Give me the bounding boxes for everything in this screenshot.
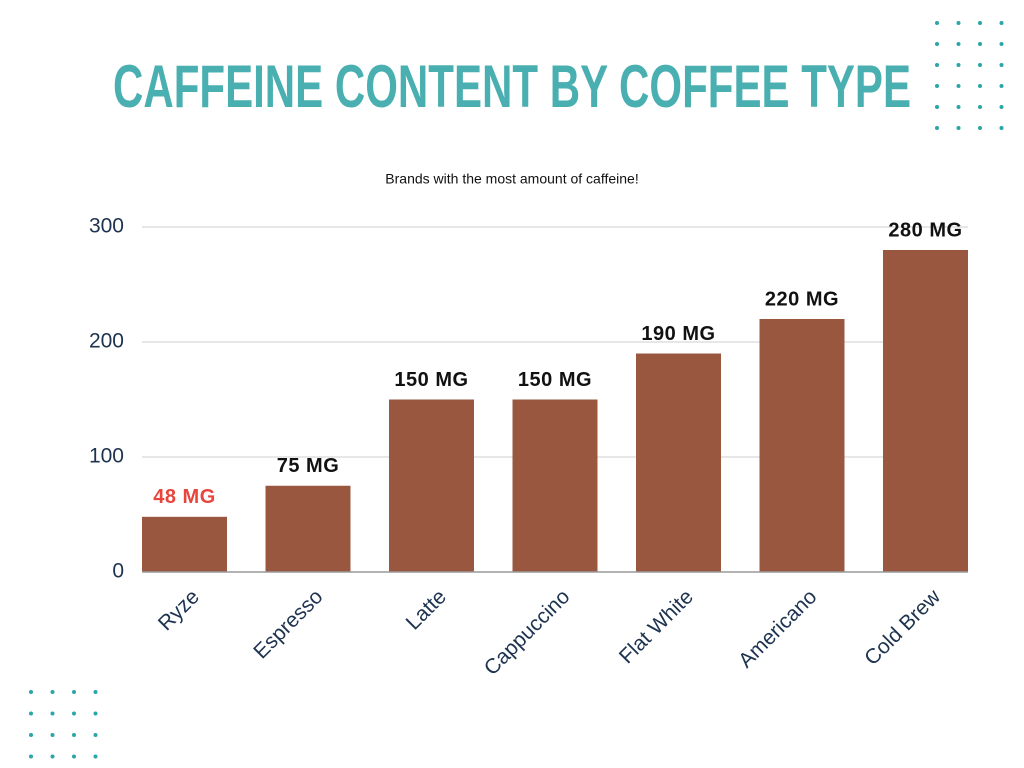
y-tick-label: 0 xyxy=(112,560,124,583)
x-tick-label: Cold Brew xyxy=(860,585,945,670)
x-tick-label: Espresso xyxy=(249,585,327,663)
dot-grid xyxy=(926,12,1012,138)
y-tick-label: 100 xyxy=(89,445,124,468)
x-tick-label: Latte xyxy=(402,585,451,634)
value-label: 150 MG xyxy=(394,369,468,391)
value-label: 150 MG xyxy=(518,369,592,391)
x-tick-label: Ryze xyxy=(154,585,204,635)
x-tick-label: Flat White xyxy=(615,585,698,668)
y-tick-label: 200 xyxy=(89,330,124,353)
bar xyxy=(636,353,721,572)
chart-subtitle: Brands with the most amount of caffeine! xyxy=(385,171,638,187)
x-tick-label: Americano xyxy=(734,585,821,672)
y-tick-label: 300 xyxy=(89,215,124,238)
value-label: 280 MG xyxy=(888,219,962,241)
value-label: 220 MG xyxy=(765,288,839,310)
bar xyxy=(883,250,968,572)
value-label: 190 MG xyxy=(641,323,715,345)
bar xyxy=(265,485,351,572)
chart-title: CAFFEINE CONTENT BY COFFEE TYPE xyxy=(113,53,911,120)
bar xyxy=(759,319,845,572)
x-tick-label: Cappuccino xyxy=(480,585,575,680)
bar xyxy=(512,399,598,572)
value-label: 75 MG xyxy=(277,455,340,477)
bar xyxy=(389,399,474,572)
dot-grid xyxy=(20,681,106,767)
bar xyxy=(142,516,227,572)
value-label: 48 MG xyxy=(153,486,216,508)
